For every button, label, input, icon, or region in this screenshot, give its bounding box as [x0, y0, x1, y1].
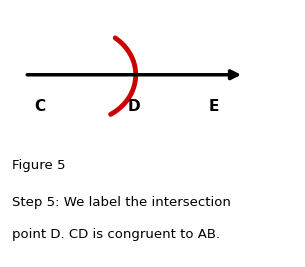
Text: Step 5: We label the intersection: Step 5: We label the intersection [12, 197, 231, 209]
Text: Figure 5: Figure 5 [12, 159, 66, 172]
Text: D: D [128, 99, 141, 114]
Text: C: C [34, 99, 45, 114]
Text: E: E [208, 99, 219, 114]
Text: point D. CD is congruent to AB.: point D. CD is congruent to AB. [12, 229, 220, 241]
